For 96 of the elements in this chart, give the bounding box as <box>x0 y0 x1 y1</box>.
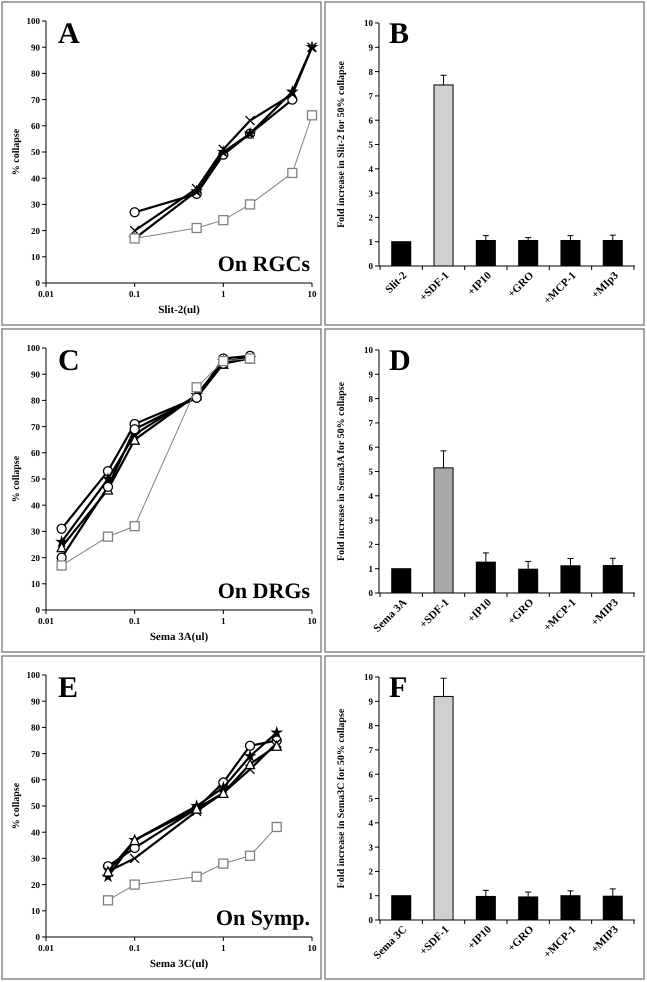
y-tick-label: 0 <box>368 915 374 926</box>
y-axis-title: Fold increase in Sema3C for 50% collapse <box>336 708 347 888</box>
y-tick-label: 40 <box>31 500 40 510</box>
y-tick-label: 100 <box>26 343 40 354</box>
annotation: On RGCs <box>218 251 310 276</box>
chart-title: A <box>58 17 80 50</box>
y-tick-label: 90 <box>31 696 40 706</box>
y-tick-label: 5 <box>368 466 374 477</box>
y-tick-label: 40 <box>31 173 40 184</box>
y-tick-label: 9 <box>368 42 374 52</box>
y-tick-label: 60 <box>31 774 40 785</box>
y-tick-label: 10 <box>31 906 40 916</box>
x-axis-title: Sema 3A(ul) <box>150 631 209 643</box>
y-tick-label: 10 <box>364 345 374 356</box>
y-tick-label: 6 <box>368 442 374 452</box>
x-tick-label: 0.01 <box>38 943 54 953</box>
x-tick-label: 0.1 <box>129 289 141 299</box>
y-tick-label: 80 <box>31 396 40 406</box>
y-tick-label: 10 <box>31 578 40 589</box>
y-tick-label: 10 <box>364 672 374 682</box>
y-tick-label: 4 <box>368 490 374 501</box>
x-tick-label: 0.01 <box>38 616 54 626</box>
y-tick-label: 40 <box>31 827 40 838</box>
y-axis-title: % collapse <box>11 782 22 830</box>
y-tick-label: 3 <box>368 515 374 526</box>
y-axis-title: Fold increase in Slit-2 for 50% collapse <box>336 60 347 228</box>
chart-title: D <box>389 344 411 377</box>
y-tick-label: 30 <box>31 526 40 537</box>
y-tick-label: 100 <box>26 670 40 680</box>
y-axis-title: % collapse <box>11 455 22 502</box>
y-tick-label: 0 <box>368 588 374 598</box>
y-tick-label: 5 <box>368 140 374 150</box>
x-tick-label: 1 <box>221 616 226 626</box>
y-tick-label: 4 <box>368 818 374 828</box>
chart-title: C <box>58 344 80 377</box>
x-tick-label: 10 <box>308 289 317 299</box>
x-tick-label: 10 <box>308 943 317 953</box>
y-tick-label: 7 <box>368 418 374 428</box>
y-tick-label: 4 <box>368 164 374 174</box>
y-tick-label: 0 <box>36 278 40 288</box>
y-tick-label: 1 <box>368 236 374 247</box>
x-tick-label: 0.1 <box>129 616 141 626</box>
y-tick-label: 9 <box>368 696 374 706</box>
y-tick-label: 60 <box>31 448 40 458</box>
y-axis-title: % collapse <box>11 128 22 176</box>
y-tick-label: 8 <box>368 66 374 77</box>
y-tick-label: 8 <box>368 394 374 404</box>
y-tick-label: 3 <box>368 842 374 852</box>
y-tick-label: 30 <box>31 854 40 864</box>
annotation: On Symp. <box>216 905 310 930</box>
y-tick-label: 70 <box>31 422 40 432</box>
y-tick-label: 6 <box>368 769 374 780</box>
y-tick-label: 20 <box>31 226 40 236</box>
y-tick-label: 6 <box>368 115 374 126</box>
y-tick-label: 2 <box>368 866 374 877</box>
y-tick-label: 9 <box>368 369 374 380</box>
y-tick-label: 30 <box>31 200 40 210</box>
x-axis-title: Slit-2(ul) <box>158 304 200 316</box>
x-tick-label: 0.01 <box>38 289 54 299</box>
y-tick-label: 20 <box>31 880 40 890</box>
y-tick-label: 7 <box>368 91 374 102</box>
y-tick-label: 1 <box>368 564 374 574</box>
chart-title: F <box>389 671 408 704</box>
annotation: On DRGs <box>218 578 310 603</box>
y-tick-label: 60 <box>31 120 40 131</box>
y-axis-title: Fold increase in Sema3A for 50% collapse <box>336 381 347 562</box>
y-tick-label: 70 <box>31 748 40 759</box>
y-tick-label: 5 <box>368 794 374 804</box>
y-tick-label: 10 <box>364 18 374 28</box>
x-tick-label: 1 <box>221 289 226 299</box>
y-tick-label: 50 <box>31 801 40 812</box>
x-tick-label: 0.1 <box>129 943 141 953</box>
y-tick-label: 8 <box>368 720 374 731</box>
y-tick-label: 100 <box>26 16 40 26</box>
y-tick-label: 0 <box>36 932 40 942</box>
y-tick-label: 50 <box>31 147 40 158</box>
x-axis-title: Sema 3C(ul) <box>150 958 209 970</box>
x-tick-label: 1 <box>221 943 226 953</box>
y-tick-label: 2 <box>368 540 374 550</box>
y-tick-label: 90 <box>31 369 40 380</box>
y-tick-label: 80 <box>31 68 40 79</box>
y-tick-label: 7 <box>368 745 374 756</box>
y-tick-label: 50 <box>31 474 40 484</box>
y-tick-label: 20 <box>31 552 40 563</box>
y-tick-label: 0 <box>36 605 40 616</box>
y-tick-label: 2 <box>368 212 374 223</box>
y-tick-label: 0 <box>368 261 374 272</box>
x-tick-label: 10 <box>308 616 317 626</box>
y-tick-label: 10 <box>31 252 40 262</box>
y-tick-label: 70 <box>31 94 40 105</box>
chart-title: E <box>58 671 78 704</box>
chart-title: B <box>389 17 410 50</box>
y-tick-label: 3 <box>368 188 374 198</box>
y-tick-label: 90 <box>31 42 40 52</box>
y-tick-label: 1 <box>368 890 374 901</box>
y-tick-label: 80 <box>31 722 40 733</box>
